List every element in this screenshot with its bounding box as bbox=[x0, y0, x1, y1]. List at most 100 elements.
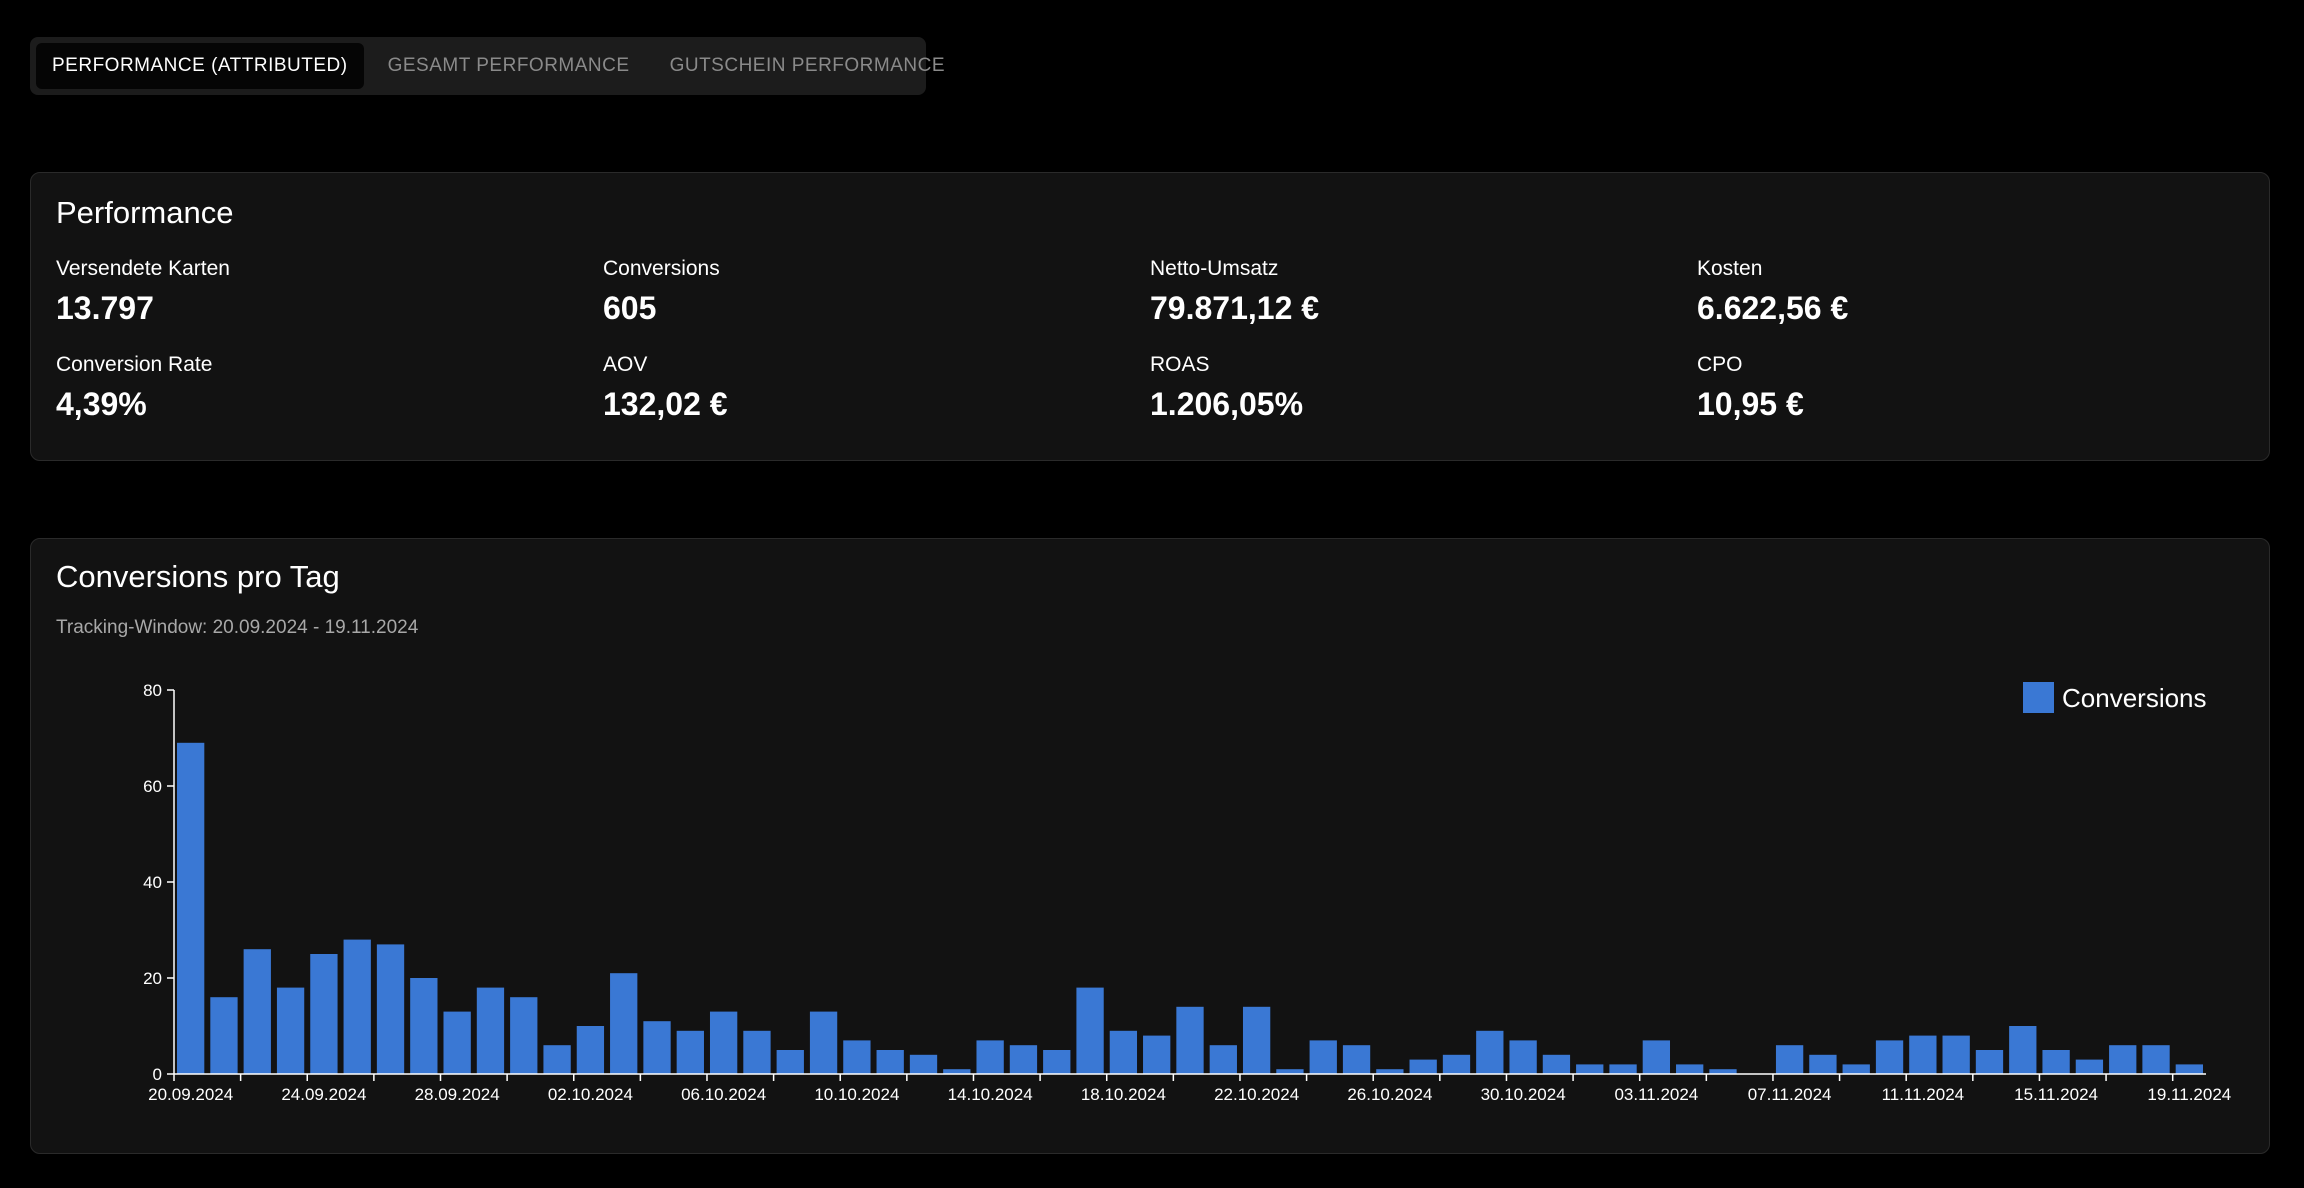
bar-29.09.2024 bbox=[476, 987, 505, 1074]
x-tick-label: 22.10.2024 bbox=[1214, 1085, 1299, 1104]
bar-24.09.2024 bbox=[310, 954, 338, 1074]
bar-21.09.2024 bbox=[210, 997, 238, 1074]
x-tick-label: 30.10.2024 bbox=[1481, 1085, 1566, 1104]
metric-label: Kosten bbox=[1697, 257, 1763, 280]
bar-02.11.2024 bbox=[1609, 1064, 1637, 1074]
bar-27.09.2024 bbox=[410, 978, 438, 1074]
metric-versendete-karten: Versendete Karten 13.797 bbox=[56, 257, 603, 353]
bar-16.11.2024 bbox=[2075, 1059, 2104, 1074]
bar-17.10.2024 bbox=[1076, 987, 1104, 1074]
conversions-chart-card: Conversions pro Tag Tracking-Window: 20.… bbox=[30, 538, 2270, 1154]
bar-25.09.2024 bbox=[343, 939, 371, 1074]
bar-20.09.2024 bbox=[177, 742, 205, 1074]
x-tick-label: 26.10.2024 bbox=[1347, 1085, 1432, 1104]
metric-label: Netto-Umsatz bbox=[1150, 257, 1279, 280]
metric-label: CPO bbox=[1697, 353, 1743, 376]
metric-cpo: CPO 10,95 € bbox=[1697, 353, 2244, 449]
metric-conversions: Conversions 605 bbox=[603, 257, 1150, 353]
bar-18.10.2024 bbox=[1109, 1030, 1138, 1074]
bar-28.09.2024 bbox=[443, 1011, 471, 1074]
conversions-bar-chart: 0 20 40 60 80 20.09.2024 24.09.2024 28.09.2024 0… bbox=[143, 681, 2231, 1104]
y-tick-label: 40 bbox=[143, 873, 162, 892]
bar-04.11.2024 bbox=[1676, 1064, 1704, 1074]
bar-05.11.2024 bbox=[1709, 1069, 1737, 1074]
y-tick-label: 60 bbox=[143, 777, 162, 796]
bar-11.11.2024 bbox=[1909, 1035, 1937, 1074]
bar-15.10.2024 bbox=[1009, 1045, 1038, 1074]
metric-value: 605 bbox=[603, 290, 657, 326]
bar-26.10.2024 bbox=[1376, 1069, 1404, 1074]
bar-06.10.2024 bbox=[709, 1011, 738, 1074]
bar-17.11.2024 bbox=[2109, 1045, 2137, 1074]
bar-10.11.2024 bbox=[1875, 1040, 1904, 1074]
metric-value: 79.871,12 € bbox=[1150, 290, 1320, 326]
metric-value: 132,02 € bbox=[603, 386, 728, 422]
metrics-grid: Versendete Karten 13.797 Conversions 605… bbox=[56, 257, 2246, 449]
chart-subtitle: Tracking-Window: 20.09.2024 - 19.11.2024 bbox=[56, 617, 419, 638]
x-tick-label: 24.09.2024 bbox=[281, 1085, 366, 1104]
bar-09.10.2024 bbox=[809, 1011, 838, 1074]
bar-31.10.2024 bbox=[1542, 1054, 1571, 1074]
performance-card: Performance Versendete Karten 13.797 Con… bbox=[30, 172, 2270, 461]
x-tick-label: 03.11.2024 bbox=[1614, 1085, 1698, 1104]
tab-gutschein-performance[interactable]: GUTSCHEIN PERFORMANCE bbox=[669, 55, 946, 76]
tab-performance-attributed[interactable]: PERFORMANCE (ATTRIBUTED) bbox=[36, 43, 364, 89]
bar-19.10.2024 bbox=[1143, 1035, 1171, 1074]
x-tick-label: 10.10.2024 bbox=[814, 1085, 899, 1104]
bar-22.09.2024 bbox=[243, 949, 271, 1074]
metric-label: Versendete Karten bbox=[56, 257, 230, 280]
chart-title: Conversions pro Tag bbox=[56, 559, 340, 594]
bar-20.10.2024 bbox=[1176, 1006, 1204, 1074]
y-tick-label: 0 bbox=[153, 1065, 162, 1084]
x-tick-label: 20.09.2024 bbox=[148, 1085, 233, 1104]
bar-15.11.2024 bbox=[2042, 1050, 2070, 1074]
bar-12.10.2024 bbox=[909, 1054, 938, 1074]
x-tick-label: 19.11.2024 bbox=[2147, 1085, 2231, 1104]
bar-21.10.2024 bbox=[1209, 1045, 1237, 1074]
performance-tabs: PERFORMANCE (ATTRIBUTED) GESAMT PERFORMA… bbox=[30, 37, 945, 95]
bar-29.10.2024 bbox=[1476, 1030, 1504, 1074]
bar-23.10.2024 bbox=[1276, 1069, 1304, 1074]
bar-01.10.2024 bbox=[543, 1045, 571, 1074]
x-tick-label: 02.10.2024 bbox=[548, 1085, 633, 1104]
metric-label: ROAS bbox=[1150, 353, 1210, 376]
bar-03.10.2024 bbox=[610, 973, 638, 1074]
bar-03.11.2024 bbox=[1642, 1040, 1671, 1074]
bar-05.10.2024 bbox=[676, 1030, 704, 1074]
bar-12.11.2024 bbox=[1942, 1035, 1970, 1074]
x-tick-label: 18.10.2024 bbox=[1081, 1085, 1166, 1104]
bar-10.10.2024 bbox=[843, 1040, 871, 1074]
metric-conversion-rate: Conversion Rate 4,39% bbox=[56, 353, 603, 449]
bar-07.11.2024 bbox=[1775, 1045, 1804, 1074]
legend-label: Conversions bbox=[2062, 683, 2207, 713]
bar-30.10.2024 bbox=[1509, 1040, 1537, 1074]
metric-value: 10,95 € bbox=[1697, 386, 1804, 422]
bar-13.10.2024 bbox=[943, 1069, 971, 1074]
metric-label: Conversions bbox=[603, 257, 720, 280]
metric-value: 4,39% bbox=[56, 386, 147, 422]
bar-14.10.2024 bbox=[976, 1040, 1004, 1074]
bar-01.11.2024 bbox=[1576, 1064, 1604, 1074]
bar-08.10.2024 bbox=[776, 1050, 804, 1074]
bar-04.10.2024 bbox=[643, 1021, 671, 1074]
bar-30.09.2024 bbox=[510, 997, 538, 1074]
tab-gesamt-performance[interactable]: GESAMT PERFORMANCE bbox=[387, 55, 630, 76]
x-tick-label: 14.10.2024 bbox=[948, 1085, 1033, 1104]
metric-value: 13.797 bbox=[56, 290, 154, 326]
performance-title: Performance bbox=[56, 195, 234, 230]
x-tick-label: 11.11.2024 bbox=[1882, 1085, 1965, 1104]
y-tick-label: 20 bbox=[143, 969, 162, 988]
bar-25.10.2024 bbox=[1342, 1045, 1371, 1074]
metric-roas: ROAS 1.206,05% bbox=[1150, 353, 1697, 449]
metric-value: 1.206,05% bbox=[1150, 386, 1304, 422]
bar-13.11.2024 bbox=[1975, 1050, 2004, 1074]
bar-23.09.2024 bbox=[276, 987, 305, 1074]
bar-16.10.2024 bbox=[1043, 1050, 1071, 1074]
metric-label: AOV bbox=[603, 353, 648, 376]
bar-26.09.2024 bbox=[376, 944, 405, 1074]
legend-swatch bbox=[2023, 682, 2054, 713]
metric-label: Conversion Rate bbox=[56, 353, 213, 376]
bar-02.10.2024 bbox=[576, 1026, 605, 1074]
bar-28.10.2024 bbox=[1442, 1054, 1471, 1074]
y-tick-label: 80 bbox=[143, 681, 162, 700]
